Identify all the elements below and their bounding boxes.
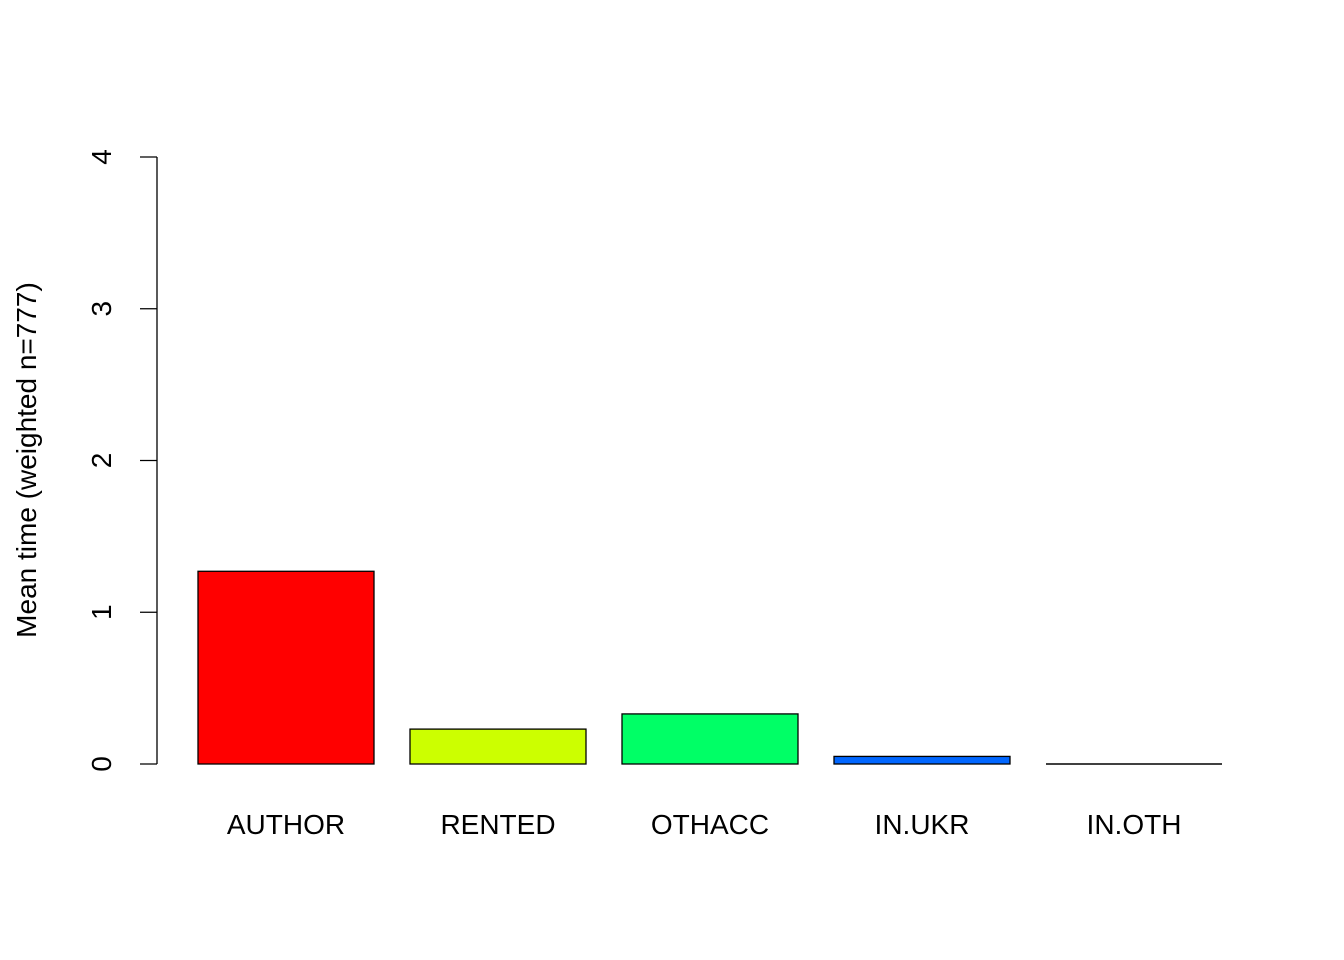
x-axis-labels: AUTHOR RENTED OTHACC IN.UKR IN.OTH bbox=[227, 809, 1182, 840]
y-axis-title: Mean time (weighted n=777) bbox=[11, 282, 42, 638]
bar-in-ukr bbox=[833, 755, 1011, 765]
y-tick-label: 0 bbox=[86, 756, 117, 772]
y-tick-label: 3 bbox=[86, 301, 117, 317]
bars bbox=[197, 570, 1222, 765]
y-tick-label: 4 bbox=[86, 149, 117, 165]
x-tick-label: AUTHOR bbox=[227, 809, 345, 840]
x-tick-label: OTHACC bbox=[651, 809, 769, 840]
x-tick-label: IN.OTH bbox=[1087, 809, 1182, 840]
y-axis: 0 1 2 3 4 bbox=[86, 149, 158, 772]
x-tick-label: IN.UKR bbox=[875, 809, 970, 840]
bar-othacc bbox=[621, 713, 799, 765]
bar-author bbox=[197, 570, 375, 765]
x-tick-label: RENTED bbox=[440, 809, 555, 840]
bar-rented bbox=[409, 728, 587, 765]
y-tick-label: 1 bbox=[86, 604, 117, 620]
y-tick-label: 2 bbox=[86, 453, 117, 469]
